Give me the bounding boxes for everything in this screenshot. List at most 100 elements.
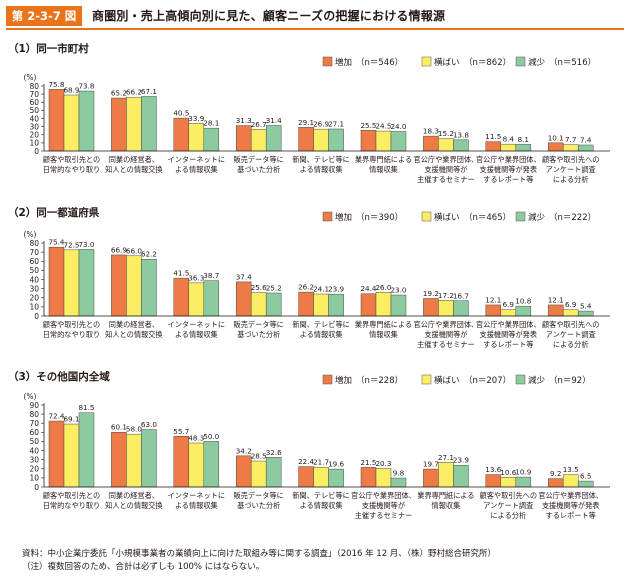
bar-flat xyxy=(438,138,454,152)
bar-flat xyxy=(375,130,392,152)
category-label: 官公庁や業界団体、 xyxy=(476,320,541,329)
category-label: 日常的なやり取り xyxy=(43,330,101,339)
bar-value-label: 10.8 xyxy=(515,297,531,306)
category-label: 基づいた分析 xyxy=(237,165,280,174)
bar-increase xyxy=(298,127,314,152)
y-tick-label: 40 xyxy=(29,446,39,455)
bar-value-label: 27.1 xyxy=(438,453,454,462)
bar-increase xyxy=(173,277,190,317)
category-label: 新聞、テレビ等に xyxy=(292,320,350,329)
bar-flat xyxy=(63,423,80,488)
category-label: 販売データ等に xyxy=(234,491,284,500)
bar-value-label: 6.9 xyxy=(503,300,515,309)
bar-value-label: 63.0 xyxy=(141,420,157,429)
bar-increase xyxy=(298,291,314,317)
source-note: 資料：中小企業庁委託「小規模事業者の業績向上に向けた取組み等に関する調査」（20… xyxy=(22,549,497,559)
bar-flat xyxy=(562,144,579,152)
bar-value-label: 66.2 xyxy=(126,88,142,97)
bar-decrease xyxy=(390,294,407,317)
bar-increase xyxy=(48,246,65,317)
legend-label-increase: 増加 xyxy=(335,57,352,68)
bar-increase xyxy=(423,298,439,317)
bar-flat xyxy=(313,128,329,152)
y-unit-label: (%) xyxy=(24,73,37,82)
bar-decrease xyxy=(203,127,220,152)
bar-value-label: 36.3 xyxy=(188,273,204,282)
category-label: 顧客や取引先への xyxy=(542,155,600,164)
bar-value-label: 31.4 xyxy=(266,116,282,125)
category-label: よる情報収集 xyxy=(300,501,343,510)
remark-note: （注）複数回答のため、合計は必ずしも 100% にはならない。 xyxy=(22,562,265,572)
bar-value-label: 31.3 xyxy=(236,116,252,125)
bar-decrease xyxy=(203,441,220,488)
bar-increase xyxy=(235,455,252,488)
category-label: 知人との情報交換 xyxy=(105,165,162,174)
category-label: による分析 xyxy=(553,340,589,349)
y-tick-label: 0 xyxy=(34,483,39,492)
bar-value-label: 26.9 xyxy=(313,120,329,129)
legend-label-increase: 増加 xyxy=(335,375,352,386)
bar-increase xyxy=(547,478,564,488)
bar-increase xyxy=(485,141,502,152)
bar-increase xyxy=(48,420,65,488)
category-label: 支援機関等が発表 xyxy=(542,501,600,510)
category-label: 知人との情報交換 xyxy=(105,501,162,510)
category-label: 同業の経営者、 xyxy=(109,320,159,329)
y-tick-label: 60 xyxy=(29,428,39,437)
bar-value-label: 24.1 xyxy=(313,285,329,294)
bar-value-label: 5.4 xyxy=(580,302,592,311)
bar-value-label: 28.1 xyxy=(203,119,219,128)
category-label: 主催するセミナー xyxy=(417,340,475,349)
bar-flat xyxy=(500,309,517,317)
legend-swatch-increase xyxy=(322,56,333,67)
bar-increase xyxy=(423,468,439,488)
bar-value-label: 62.2 xyxy=(141,250,157,259)
legend-label-decrease: 減少 xyxy=(528,375,546,386)
y-tick-label: 30 xyxy=(29,284,39,293)
bar-value-label: 25.5 xyxy=(360,121,376,130)
bar-increase xyxy=(547,142,564,152)
legend-swatch-flat xyxy=(421,211,432,222)
legend-n-decrease: （n＝92） xyxy=(549,375,591,386)
y-tick-label: 80 xyxy=(29,410,39,419)
category-label: アンケート調査 xyxy=(546,165,596,174)
bar-flat xyxy=(438,300,454,317)
y-tick-label: 10 xyxy=(29,139,39,148)
bar-value-label: 41.5 xyxy=(173,269,189,278)
category-label: するレポート等 xyxy=(546,511,596,520)
y-tick-label: 30 xyxy=(29,122,39,131)
bar-value-label: 13.6 xyxy=(485,465,501,474)
y-tick-label: 50 xyxy=(29,106,39,115)
category-label: 主催するセミナー xyxy=(417,175,475,184)
category-label: 顧客や取引先との xyxy=(43,320,100,329)
y-tick-label: 70 xyxy=(29,419,39,428)
legend-label-flat: 横ばい xyxy=(434,57,460,68)
bar-value-label: 66.0 xyxy=(126,246,142,255)
category-label: 官公庁や業界団体、 xyxy=(476,155,541,164)
bar-value-label: 11.5 xyxy=(485,132,501,141)
bar-flat xyxy=(375,468,392,488)
y-tick-label: 30 xyxy=(29,455,39,464)
y-tick-label: 20 xyxy=(29,131,39,140)
category-label: 官公庁や業界団体、 xyxy=(538,491,603,500)
bar-increase xyxy=(111,254,127,317)
y-tick-label: 80 xyxy=(29,82,39,91)
y-tick-label: 70 xyxy=(29,90,39,99)
legend-swatch-increase xyxy=(322,374,333,385)
category-label: するレポート等 xyxy=(483,340,533,349)
bar-value-label: 26.2 xyxy=(298,283,314,292)
bar-value-label: 24.5 xyxy=(375,122,391,131)
y-tick-label: 10 xyxy=(29,303,39,312)
category-label: 官公庁や業界団体、 xyxy=(414,155,479,164)
bar-increase xyxy=(360,467,377,488)
bar-value-label: 6.9 xyxy=(565,300,577,309)
bar-value-label: 60.1 xyxy=(111,423,127,432)
bar-flat xyxy=(313,293,329,317)
category-label: による分析 xyxy=(490,511,526,520)
bar-flat xyxy=(188,282,205,317)
category-label: 官公庁や業界団体、 xyxy=(351,491,416,500)
bar-flat xyxy=(63,249,80,317)
bar-decrease xyxy=(515,305,532,317)
bar-value-label: 19.6 xyxy=(328,460,344,469)
bar-value-label: 38.7 xyxy=(203,271,219,280)
